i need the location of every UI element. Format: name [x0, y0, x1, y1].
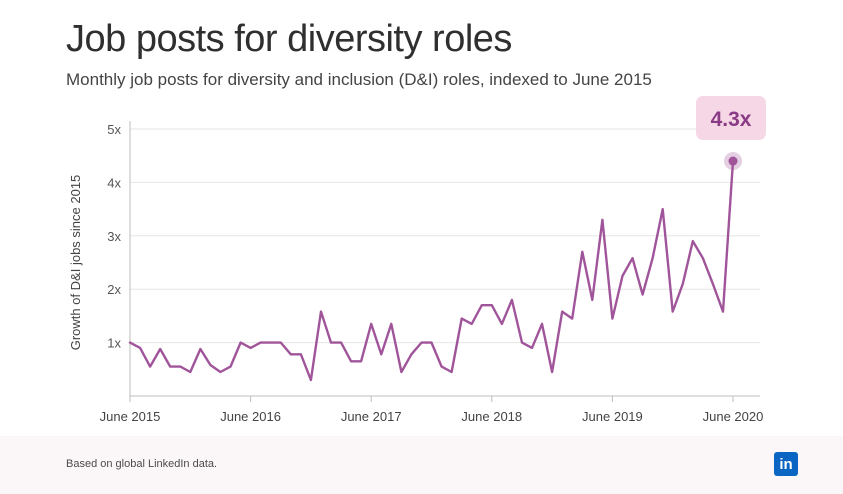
source-note: Based on global LinkedIn data.: [66, 458, 218, 470]
x-tick-label-2: June 2017: [341, 409, 402, 424]
linkedin-logo-icon[interactable]: in: [774, 452, 798, 476]
x-tick-label-0: June 2015: [100, 409, 161, 424]
series-line-d-i-job-posts-index: [128, 159, 735, 382]
last-point-marker: [728, 156, 738, 166]
y-tick-label-1x: 1x: [107, 336, 121, 351]
x-tick-label-5: June 2020: [703, 409, 764, 424]
x-tick-label-3: June 2018: [461, 409, 522, 424]
y-tick-label-4x: 4x: [107, 175, 121, 190]
x-tick-label-4: June 2019: [582, 409, 643, 424]
y-tick-label-2x: 2x: [107, 282, 121, 297]
callout-label: 4.3x: [711, 108, 752, 131]
y-axis-title: Growth of D&I jobs since 2015: [68, 175, 83, 351]
chart-title: Job posts for diversity roles: [66, 18, 512, 60]
y-tick-label-5x: 5x: [107, 122, 121, 137]
chart-subtitle: Monthly job posts for diversity and incl…: [66, 70, 652, 89]
y-tick-label-3x: 3x: [107, 229, 121, 244]
callout-badge: [696, 96, 766, 140]
x-tick-label-1: June 2016: [220, 409, 281, 424]
line-chart: 1x 2x 3x 4x 5x June 2015 June 2016 June 2017 Jun…: [68, 96, 766, 424]
footer-band: [0, 436, 843, 494]
